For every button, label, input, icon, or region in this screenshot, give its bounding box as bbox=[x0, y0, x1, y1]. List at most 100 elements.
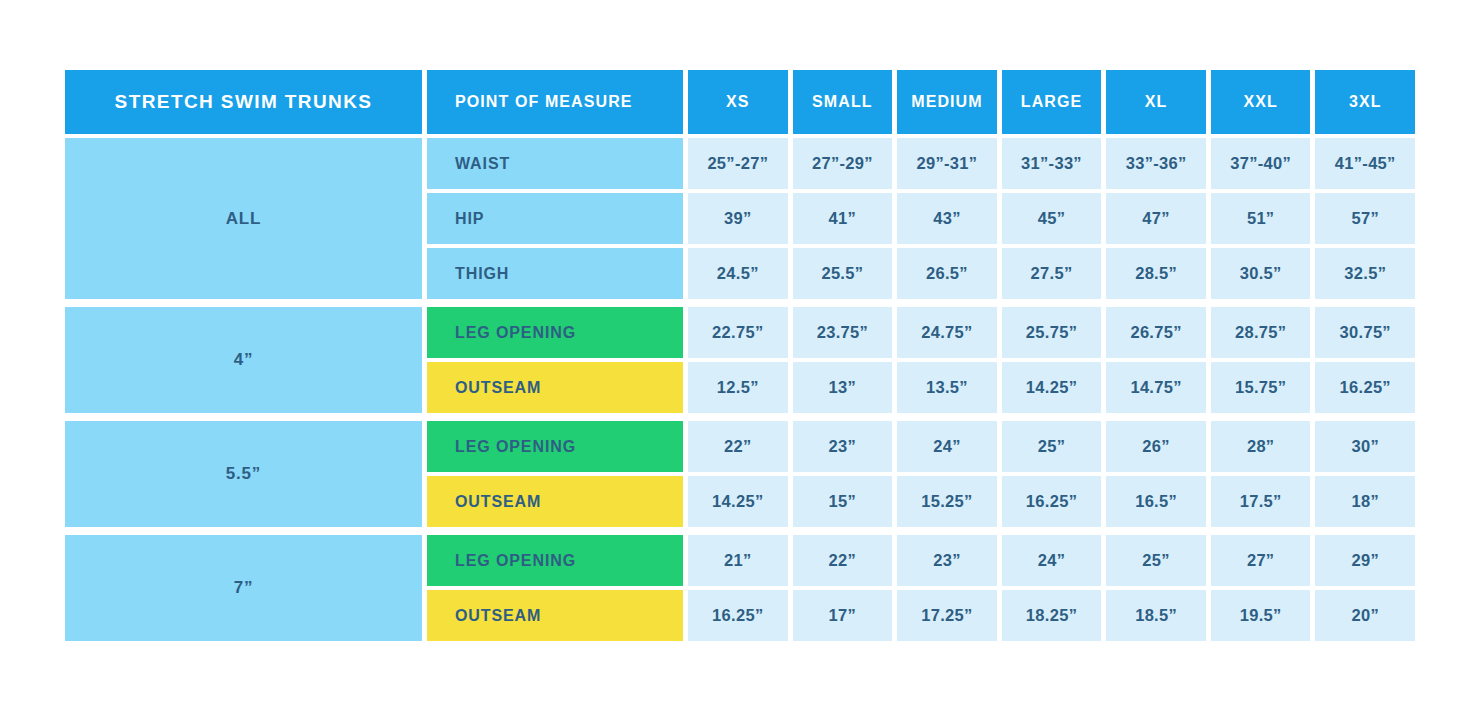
value-cell: 24.75” bbox=[897, 307, 997, 358]
row-outseam: OUTSEAM 12.5” 13” 13.5” 14.25” 14.75” 15… bbox=[427, 362, 1415, 413]
value-cell: 16.5” bbox=[1106, 476, 1206, 527]
group-all: ALL WAIST 25”-27” 27”-29” 29”-31” 31”-33… bbox=[65, 138, 1415, 299]
value-cell: 28.75” bbox=[1211, 307, 1311, 358]
value-cell: 18.5” bbox=[1106, 590, 1206, 641]
row-leg-opening: LEG OPENING 22.75” 23.75” 24.75” 25.75” … bbox=[427, 307, 1415, 358]
value-cell: 32.5” bbox=[1315, 248, 1415, 299]
measure-label-outseam: OUTSEAM bbox=[427, 476, 683, 527]
value-cell: 30.75” bbox=[1315, 307, 1415, 358]
measure-label-leg-opening: LEG OPENING bbox=[427, 535, 683, 586]
value-cell: 13.5” bbox=[897, 362, 997, 413]
group-5-5in: 5.5” LEG OPENING 22” 23” 24” 25” 26” 28”… bbox=[65, 421, 1415, 527]
value-cell: 25”-27” bbox=[688, 138, 788, 189]
value-cell: 25.75” bbox=[1002, 307, 1102, 358]
value-cell: 16.25” bbox=[688, 590, 788, 641]
value-cell: 25” bbox=[1106, 535, 1206, 586]
size-chart-table: STRETCH SWIM TRUNKS POINT OF MEASURE XS … bbox=[65, 70, 1415, 641]
value-cell: 16.25” bbox=[1315, 362, 1415, 413]
size-header-xs: XS bbox=[688, 70, 788, 134]
value-cell: 39” bbox=[688, 193, 788, 244]
value-cell: 43” bbox=[897, 193, 997, 244]
measure-label-leg-opening: LEG OPENING bbox=[427, 307, 683, 358]
row-thigh: THIGH 24.5” 25.5” 26.5” 27.5” 28.5” 30.5… bbox=[427, 248, 1415, 299]
size-header-xl: XL bbox=[1106, 70, 1206, 134]
value-cell: 17.25” bbox=[897, 590, 997, 641]
value-cell: 31”-33” bbox=[1002, 138, 1102, 189]
size-header-small: SMALL bbox=[793, 70, 893, 134]
value-cell: 15” bbox=[793, 476, 893, 527]
value-cell: 41”-45” bbox=[1315, 138, 1415, 189]
row-hip: HIP 39” 41” 43” 45” 47” 51” 57” bbox=[427, 193, 1415, 244]
measure-label-thigh: THIGH bbox=[427, 248, 683, 299]
row-leg-opening: LEG OPENING 22” 23” 24” 25” 26” 28” 30” bbox=[427, 421, 1415, 472]
value-cell: 26.5” bbox=[897, 248, 997, 299]
value-cell: 14.75” bbox=[1106, 362, 1206, 413]
value-cell: 41” bbox=[793, 193, 893, 244]
group-7in: 7” LEG OPENING 21” 22” 23” 24” 25” 27” 2… bbox=[65, 535, 1415, 641]
measure-label-hip: HIP bbox=[427, 193, 683, 244]
size-header-medium: MEDIUM bbox=[897, 70, 997, 134]
value-cell: 18” bbox=[1315, 476, 1415, 527]
group-label-4in: 4” bbox=[65, 307, 422, 413]
value-cell: 19.5” bbox=[1211, 590, 1311, 641]
value-cell: 29” bbox=[1315, 535, 1415, 586]
value-cell: 30.5” bbox=[1211, 248, 1311, 299]
size-header-large: LARGE bbox=[1002, 70, 1102, 134]
value-cell: 15.75” bbox=[1211, 362, 1311, 413]
value-cell: 25” bbox=[1002, 421, 1102, 472]
value-cell: 47” bbox=[1106, 193, 1206, 244]
value-cell: 12.5” bbox=[688, 362, 788, 413]
size-header-3xl: 3XL bbox=[1315, 70, 1415, 134]
value-cell: 27”-29” bbox=[793, 138, 893, 189]
value-cell: 51” bbox=[1211, 193, 1311, 244]
value-cell: 33”-36” bbox=[1106, 138, 1206, 189]
group-label-5-5in: 5.5” bbox=[65, 421, 422, 527]
value-cell: 28” bbox=[1211, 421, 1311, 472]
row-leg-opening: LEG OPENING 21” 22” 23” 24” 25” 27” 29” bbox=[427, 535, 1415, 586]
value-cell: 45” bbox=[1002, 193, 1102, 244]
value-cell: 37”-40” bbox=[1211, 138, 1311, 189]
value-cell: 26” bbox=[1106, 421, 1206, 472]
value-cell: 29”-31” bbox=[897, 138, 997, 189]
row-outseam: OUTSEAM 14.25” 15” 15.25” 16.25” 16.5” 1… bbox=[427, 476, 1415, 527]
value-cell: 26.75” bbox=[1106, 307, 1206, 358]
row-waist: WAIST 25”-27” 27”-29” 29”-31” 31”-33” 33… bbox=[427, 138, 1415, 189]
value-cell: 13” bbox=[793, 362, 893, 413]
value-cell: 17.5” bbox=[1211, 476, 1311, 527]
value-cell: 15.25” bbox=[897, 476, 997, 527]
value-cell: 16.25” bbox=[1002, 476, 1102, 527]
table-title: STRETCH SWIM TRUNKS bbox=[65, 70, 422, 134]
value-cell: 57” bbox=[1315, 193, 1415, 244]
value-cell: 24” bbox=[897, 421, 997, 472]
measure-label-waist: WAIST bbox=[427, 138, 683, 189]
value-cell: 22.75” bbox=[688, 307, 788, 358]
measure-label-outseam: OUTSEAM bbox=[427, 362, 683, 413]
measure-label-outseam: OUTSEAM bbox=[427, 590, 683, 641]
value-cell: 28.5” bbox=[1106, 248, 1206, 299]
group-4in: 4” LEG OPENING 22.75” 23.75” 24.75” 25.7… bbox=[65, 307, 1415, 413]
group-label-7in: 7” bbox=[65, 535, 422, 641]
group-label-all: ALL bbox=[65, 138, 422, 299]
point-of-measure-header: POINT OF MEASURE bbox=[427, 70, 683, 134]
value-cell: 18.25” bbox=[1002, 590, 1102, 641]
value-cell: 27.5” bbox=[1002, 248, 1102, 299]
value-cell: 25.5” bbox=[793, 248, 893, 299]
value-cell: 22” bbox=[793, 535, 893, 586]
value-cell: 14.25” bbox=[1002, 362, 1102, 413]
value-cell: 23.75” bbox=[793, 307, 893, 358]
value-cell: 23” bbox=[897, 535, 997, 586]
row-outseam: OUTSEAM 16.25” 17” 17.25” 18.25” 18.5” 1… bbox=[427, 590, 1415, 641]
value-cell: 24” bbox=[1002, 535, 1102, 586]
measure-label-leg-opening: LEG OPENING bbox=[427, 421, 683, 472]
value-cell: 21” bbox=[688, 535, 788, 586]
value-cell: 23” bbox=[793, 421, 893, 472]
size-header-xxl: XXL bbox=[1211, 70, 1311, 134]
value-cell: 17” bbox=[793, 590, 893, 641]
value-cell: 22” bbox=[688, 421, 788, 472]
value-cell: 27” bbox=[1211, 535, 1311, 586]
value-cell: 20” bbox=[1315, 590, 1415, 641]
table-header-row: STRETCH SWIM TRUNKS POINT OF MEASURE XS … bbox=[65, 70, 1415, 134]
value-cell: 24.5” bbox=[688, 248, 788, 299]
value-cell: 30” bbox=[1315, 421, 1415, 472]
value-cell: 14.25” bbox=[688, 476, 788, 527]
